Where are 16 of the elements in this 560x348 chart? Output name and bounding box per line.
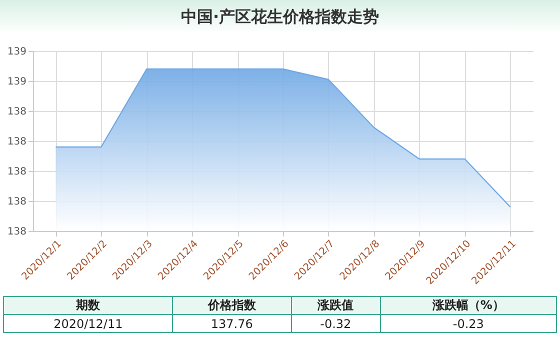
text: 期数 xyxy=(4,296,173,314)
text: 价格指数 xyxy=(172,296,292,314)
text: -0.32 xyxy=(291,314,380,332)
text: 137.76 xyxy=(172,314,292,332)
y-tick-label: 139 xyxy=(7,46,26,58)
y-tick-label: 138 xyxy=(7,226,26,238)
y-tick-label: 138 xyxy=(7,166,26,178)
text: -0.23 xyxy=(380,314,556,332)
text: 涨跌值 xyxy=(291,296,380,314)
y-tick-label: 138 xyxy=(7,196,26,208)
y-tick-label: 139 xyxy=(7,76,26,88)
y-tick-label: 138 xyxy=(7,106,26,118)
y-tick-label: 138 xyxy=(7,136,26,148)
text: 涨跌幅（%） xyxy=(380,296,556,314)
text: 2020/12/11 xyxy=(4,314,173,332)
chart-title: 中国·产区花生价格指数走势 xyxy=(0,0,560,34)
